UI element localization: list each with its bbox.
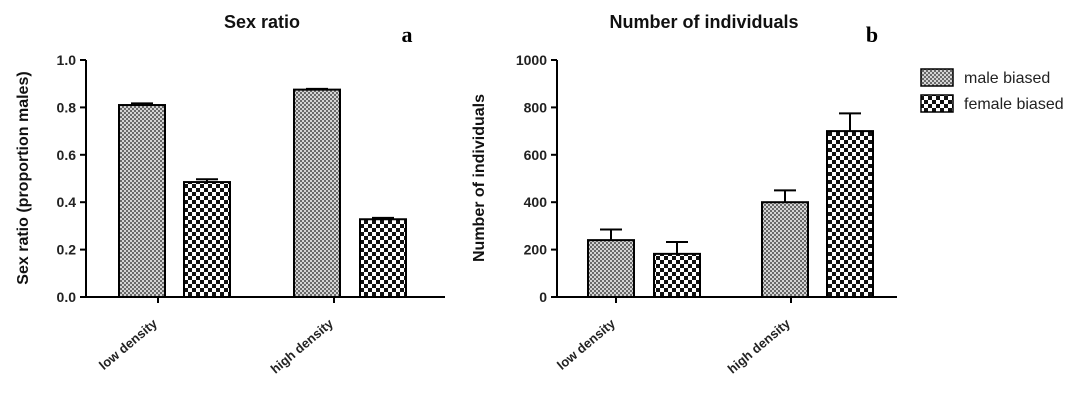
panel-b-plot-area: 0 200 400 600 800 1000 low density high density	[516, 52, 897, 377]
panel-a-y-tick-label: 0.8	[57, 99, 77, 115]
panel-b-y-tick-label: 1000	[516, 52, 547, 68]
legend-swatch-male-biased	[920, 68, 954, 87]
panel-b-y-tick-label: 400	[524, 194, 548, 210]
panel-a-bar-male-biased-0	[118, 104, 166, 298]
panel-a-y-axis-label: Sex ratio (proportion males)	[15, 71, 32, 284]
legend-swatch-female-biased	[920, 94, 954, 113]
panel-b-category-label: high density	[725, 315, 794, 376]
legend-label-female-biased: female biased	[964, 96, 1064, 113]
panel-a: Sex ratio a Sex ratio (proportion males)…	[15, 12, 445, 377]
panel-b-y-tick-label: 0	[539, 289, 547, 305]
panel-a-y-tick-label: 0.6	[57, 147, 77, 163]
panel-b-bar-male-biased-0	[587, 239, 635, 298]
panel-b-letter: b	[866, 22, 878, 47]
panel-a-y-tick-label: 0.0	[57, 289, 77, 305]
panel-a-y-tick-label: 0.4	[57, 194, 77, 210]
panel-a-bar-male-biased-1	[293, 88, 341, 298]
legend: male biased female biased	[920, 68, 1064, 113]
panel-a-bar-female-biased-1	[359, 218, 407, 299]
legend-label-male-biased: male biased	[964, 70, 1050, 87]
panel-b-y-axis-label: Number of individuals	[471, 94, 488, 262]
panel-a-title: Sex ratio	[224, 12, 300, 32]
panel-a-y-tick-label: 0.2	[57, 242, 77, 258]
panel-b-y-tick-label: 800	[524, 99, 548, 115]
panel-a-bar-female-biased-0	[183, 181, 231, 298]
panel-a-letter: a	[402, 22, 413, 47]
panel-b-y-tick-label: 600	[524, 147, 548, 163]
panel-b-bar-male-biased-1	[761, 201, 809, 298]
panel-a-category-label: high density	[268, 315, 337, 376]
panel-a-plot-area: 0.0 0.2 0.4 0.6 0.8 1.0 low density high densit…	[57, 52, 445, 377]
panel-b-bar-female-biased-0	[653, 252, 701, 298]
panel-a-category-label: low density	[96, 315, 160, 372]
panel-b-title: Number of individuals	[609, 12, 798, 32]
panel-b: Number of individuals b Number of indivi…	[471, 12, 897, 377]
panel-b-category-label: low density	[554, 315, 618, 372]
panel-b-bar-female-biased-1	[826, 130, 874, 298]
panel-a-y-tick-label: 1.0	[57, 52, 77, 68]
panel-b-y-tick-label: 200	[524, 242, 548, 258]
